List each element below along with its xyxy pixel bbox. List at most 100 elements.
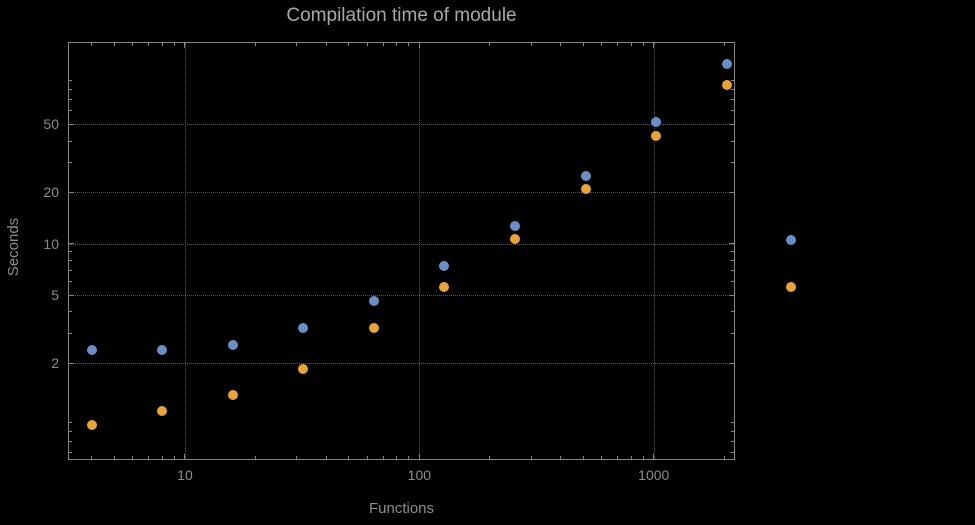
x-major-tick-bottom (418, 454, 420, 459)
x-minor-tick-top (348, 43, 350, 46)
x-minor-tick-top (601, 43, 603, 46)
x-minor-tick-bottom (408, 456, 410, 459)
x-minor-tick-top (642, 43, 644, 46)
x-minor-tick-bottom (489, 456, 491, 459)
data-point-series-1-blue (227, 340, 238, 351)
y-major-tick-left (69, 294, 74, 296)
data-point-series-2-orange (368, 323, 379, 334)
data-point-series-2-orange (721, 80, 732, 91)
y-minor-tick-right (731, 89, 734, 91)
y-minor-tick-right (731, 440, 734, 442)
x-minor-tick-top (173, 43, 175, 46)
y-minor-tick-right (731, 311, 734, 313)
y-minor-tick-left (69, 89, 72, 91)
y-minor-tick-left (69, 440, 72, 442)
y-minor-tick-left (69, 269, 72, 271)
y-major-tick-left (69, 191, 74, 193)
x-minor-tick-bottom (132, 456, 134, 459)
y-tick-label: 10 (43, 235, 59, 252)
x-minor-tick-bottom (559, 456, 561, 459)
data-point-series-2-orange (157, 406, 168, 417)
data-point-series-2-orange (439, 281, 450, 292)
chart-title: Compilation time of module (286, 5, 517, 26)
x-minor-tick-top (296, 43, 298, 46)
x-minor-tick-top (132, 43, 134, 46)
x-minor-tick-top (489, 43, 491, 46)
legend-marker-series-1 (786, 235, 796, 245)
x-minor-tick-top (630, 43, 632, 46)
x-axis-label: Functions (368, 500, 435, 517)
y-minor-tick-right (731, 110, 734, 112)
data-point-series-1-blue (157, 344, 168, 355)
x-gridline (653, 43, 655, 459)
data-point-series-1-blue (439, 261, 450, 272)
x-minor-tick-top (616, 43, 618, 46)
x-minor-tick-bottom (642, 456, 644, 459)
x-minor-tick-bottom (382, 456, 384, 459)
y-gridline (69, 124, 734, 126)
y-minor-tick-right (731, 269, 734, 271)
x-minor-tick-bottom (296, 456, 298, 459)
x-minor-tick-bottom (723, 456, 725, 459)
x-minor-tick-top (382, 43, 384, 46)
x-minor-tick-top (366, 43, 368, 46)
data-point-series-1-blue (368, 296, 379, 307)
y-minor-tick-left (69, 161, 72, 163)
x-minor-tick-bottom (366, 456, 368, 459)
y-gridline (69, 243, 734, 245)
x-major-tick-bottom (653, 454, 655, 459)
y-gridline (69, 363, 734, 365)
x-minor-tick-top (408, 43, 410, 46)
x-minor-tick-top (91, 43, 93, 46)
data-point-series-2-orange (227, 390, 238, 401)
y-major-tick-left (69, 243, 74, 245)
x-minor-tick-bottom (173, 456, 175, 459)
y-minor-tick-right (731, 259, 734, 261)
x-major-tick-bottom (184, 454, 186, 459)
x-minor-tick-top (113, 43, 115, 46)
x-minor-tick-bottom (91, 456, 93, 459)
x-major-tick-top (184, 43, 186, 48)
y-gridline (69, 295, 734, 297)
data-point-series-2-orange (510, 233, 521, 244)
y-major-tick-left (69, 362, 74, 364)
x-gridline (419, 43, 421, 459)
x-minor-tick-bottom (113, 456, 115, 459)
x-minor-tick-bottom (396, 456, 398, 459)
x-minor-tick-bottom (325, 456, 327, 459)
y-major-tick-left (69, 123, 74, 125)
y-gridline (69, 192, 734, 194)
y-minor-tick-right (731, 281, 734, 283)
y-tick-label: 50 (43, 116, 59, 133)
x-tick-label: 1000 (638, 467, 670, 483)
x-minor-tick-top (325, 43, 327, 46)
data-point-series-1-blue (510, 220, 521, 231)
y-minor-tick-left (69, 281, 72, 283)
y-major-tick-right (729, 362, 734, 364)
y-minor-tick-right (731, 161, 734, 163)
y-minor-tick-left (69, 251, 72, 253)
x-minor-tick-top (530, 43, 532, 46)
x-minor-tick-bottom (161, 456, 163, 459)
y-minor-tick-left (69, 311, 72, 313)
y-tick-label: 2 (51, 355, 59, 372)
data-point-series-1-blue (86, 344, 97, 355)
y-minor-tick-right (731, 80, 734, 82)
y-tick-label: 20 (43, 184, 59, 201)
data-point-series-2-orange (298, 364, 309, 375)
y-minor-tick-right (731, 430, 734, 432)
y-major-tick-right (729, 191, 734, 193)
x-major-tick-top (418, 43, 420, 48)
y-minor-tick-right (731, 251, 734, 253)
x-major-tick-top (653, 43, 655, 48)
x-gridline (184, 43, 186, 459)
x-minor-tick-bottom (530, 456, 532, 459)
x-minor-tick-bottom (148, 456, 150, 459)
y-minor-tick-right (731, 421, 734, 423)
data-point-series-1-blue (580, 170, 591, 181)
y-minor-tick-left (69, 140, 72, 142)
y-major-tick-right (729, 123, 734, 125)
y-minor-tick-left (69, 110, 72, 112)
y-major-tick-right (729, 294, 734, 296)
